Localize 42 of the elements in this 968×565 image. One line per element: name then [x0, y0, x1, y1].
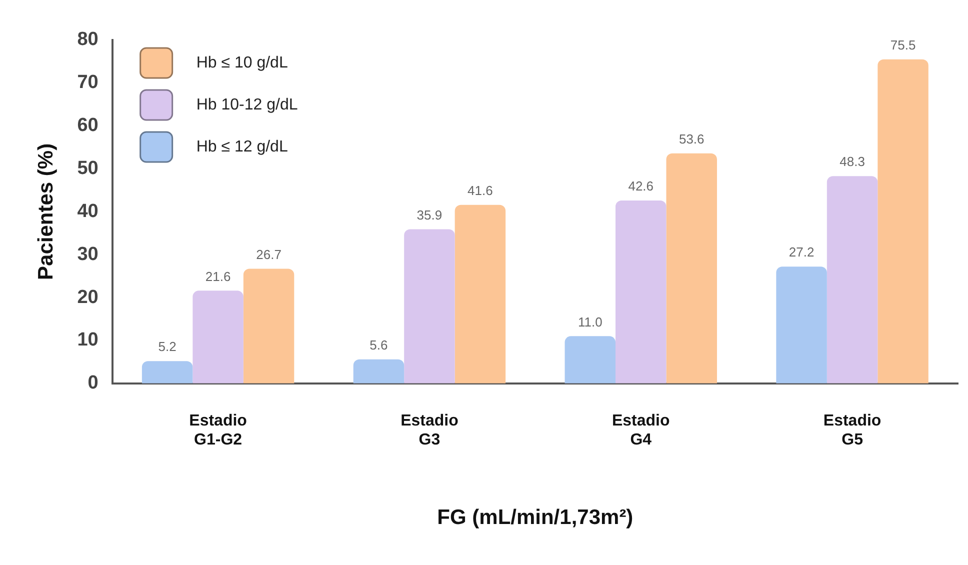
y-tick-label: 80	[77, 29, 98, 50]
y-tick-label: 50	[77, 158, 98, 180]
bar	[454, 204, 506, 384]
data-label: 48.3	[840, 154, 865, 170]
data-label: 35.9	[416, 207, 442, 222]
y-tick-label: 60	[77, 115, 98, 136]
bar	[666, 153, 717, 384]
y-tick-label: 70	[77, 72, 98, 94]
x-tick-label: Estadio G1-G2	[189, 412, 248, 449]
y-tick-label: 20	[77, 286, 98, 308]
bar	[243, 268, 294, 384]
y-tick-label: 30	[77, 244, 98, 265]
data-label: 42.6	[628, 178, 654, 194]
legend-label: Hb 10-12 g/dL	[196, 96, 298, 114]
bar	[826, 176, 878, 384]
data-label: 11.0	[578, 314, 602, 330]
bar	[878, 59, 928, 384]
data-label: 75.5	[890, 37, 916, 52]
data-label: 27.2	[788, 244, 814, 260]
y-tick-label: 40	[77, 200, 98, 222]
bar	[776, 266, 827, 384]
bar	[616, 200, 666, 384]
bar	[404, 229, 455, 384]
data-label: 5.6	[370, 337, 388, 352]
x-tick-label: Estadio G3	[400, 412, 459, 449]
data-label: 26.7	[256, 246, 282, 262]
bar	[142, 361, 193, 384]
bar	[353, 359, 404, 384]
x-tick-label: Estadio G4	[612, 412, 670, 449]
y-tick-label: 10	[77, 330, 98, 351]
bar	[192, 290, 244, 384]
legend-label: Hb ≤ 10 g/dL	[196, 54, 288, 72]
legend-label: Hb ≤ 12 g/dL	[196, 138, 288, 156]
bar	[564, 336, 616, 384]
y-tick-label: 0	[88, 372, 98, 394]
data-label: 53.6	[678, 131, 704, 146]
data-label: 21.6	[205, 268, 231, 284]
data-label: 41.6	[468, 182, 493, 198]
x-tick-label: Estadio G5	[823, 412, 882, 449]
data-label: 5.2	[158, 339, 176, 354]
y-axis-title: Pacientes (%)	[34, 143, 58, 280]
x-axis-title: FG (mL/min/1,73m²)	[437, 506, 634, 530]
